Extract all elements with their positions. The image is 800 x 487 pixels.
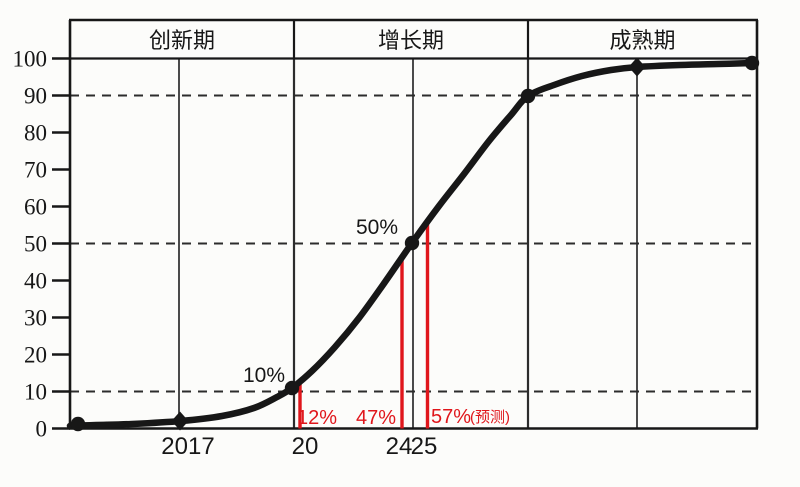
phase-label: 成熟期	[609, 28, 675, 53]
y-tick-label: 60	[24, 195, 47, 220]
phase-label: 增长期	[378, 28, 444, 53]
data-point-marker	[628, 57, 646, 77]
data-point-marker	[284, 380, 300, 396]
x-tick-label: 2017	[161, 433, 214, 460]
x-tick-label: 25	[411, 433, 438, 460]
annotation-label: 57%	[431, 406, 471, 428]
annotation-label: 47%	[356, 407, 396, 429]
y-tick-label: 40	[24, 269, 47, 294]
annotation-label: 10%	[243, 364, 285, 387]
data-point-marker	[171, 411, 189, 431]
annotation-label: 12%	[297, 407, 337, 429]
y-tick-label: 100	[13, 47, 48, 72]
y-tick-label: 20	[24, 343, 47, 368]
x-tick-label: 24	[386, 433, 413, 460]
y-tick-label: 50	[24, 232, 47, 257]
data-point-marker	[70, 416, 86, 432]
annotation-label: 50%	[356, 216, 398, 239]
annotation-label: (预测)	[470, 409, 510, 426]
y-tick-label: 10	[24, 380, 47, 405]
y-tick-label: 90	[24, 84, 47, 109]
phase-label: 创新期	[149, 28, 215, 53]
y-tick-label: 30	[24, 306, 47, 331]
data-point-marker	[744, 55, 760, 71]
y-tick-label: 0	[36, 417, 48, 442]
y-tick-label: 70	[24, 158, 47, 183]
y-tick-label: 80	[24, 121, 47, 146]
x-tick-label: 20	[292, 433, 319, 460]
data-point-marker	[404, 235, 420, 251]
data-point-marker	[520, 88, 536, 104]
